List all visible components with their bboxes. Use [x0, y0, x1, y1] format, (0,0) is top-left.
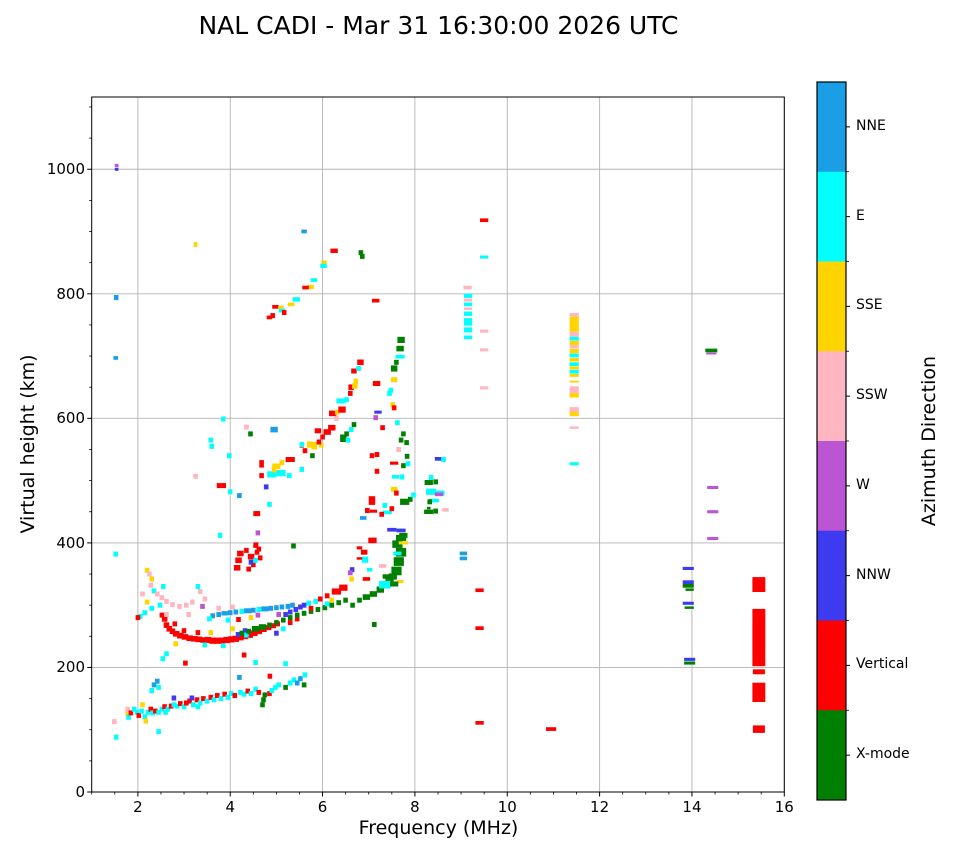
x-tick-label: 16 [774, 798, 794, 816]
colorbar-category-label: W [856, 476, 870, 493]
colorbar-category-label: SSW [856, 387, 888, 404]
x-tick-label: 14 [682, 798, 702, 816]
x-tick-label: 6 [317, 798, 328, 816]
colorbar-category-label: NNE [856, 117, 886, 134]
y-tick-label: 0 [75, 783, 85, 801]
y-tick-label: 600 [56, 409, 85, 428]
colorbar-category-label: SSE [856, 297, 883, 314]
colorbar-label: Azimuth Direction [918, 355, 940, 527]
y-tick-label: 800 [56, 284, 85, 303]
x-axis-label: Frequency (MHz) [358, 817, 519, 839]
y-tick-label: 400 [56, 533, 85, 552]
x-tick-label: 8 [410, 798, 420, 816]
x-tick-label: 2 [133, 798, 143, 816]
y-tick-label: 1000 [46, 160, 85, 179]
colorbar-category-label: X-mode [856, 746, 910, 763]
colorbar-category-label: NNW [856, 566, 891, 583]
x-tick-label: 12 [590, 798, 610, 816]
x-tick-label: 4 [225, 798, 235, 816]
colorbar-category-label: Vertical [856, 656, 909, 673]
colorbar-category-label: E [856, 207, 865, 224]
chart-title: NAL CADI - Mar 31 16:30:00 2026 UTC [198, 11, 679, 40]
y-tick-label: 200 [56, 658, 85, 677]
x-tick-label: 10 [497, 798, 517, 816]
y-axis-label: Virtual height (km) [17, 354, 39, 534]
